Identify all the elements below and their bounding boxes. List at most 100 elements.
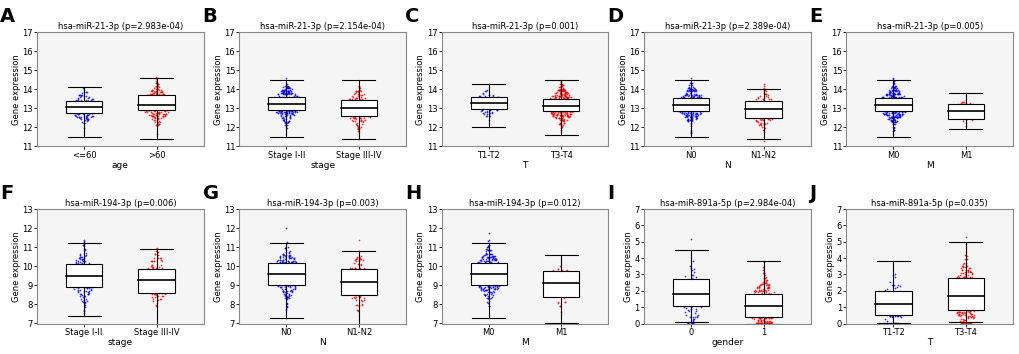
Point [749, 313, 765, 318]
Point [872, 307, 889, 313]
Point [892, 95, 908, 101]
Point [949, 312, 965, 318]
Point [362, 101, 378, 107]
Point [347, 289, 364, 295]
Point [675, 96, 691, 101]
Point [882, 309, 899, 315]
Point [69, 105, 86, 111]
Point [963, 294, 979, 299]
Point [278, 249, 294, 255]
Point [81, 260, 97, 266]
Point [681, 87, 697, 93]
Point [889, 96, 905, 102]
Point [148, 269, 164, 275]
Point [281, 248, 298, 253]
Point [466, 272, 482, 278]
Point [748, 313, 764, 318]
Point [963, 299, 979, 305]
Point [947, 290, 963, 296]
Point [553, 117, 570, 123]
Point [287, 100, 304, 106]
Point [763, 301, 780, 307]
Point [884, 84, 901, 90]
Point [479, 282, 495, 288]
Point [680, 85, 696, 90]
Point [480, 277, 496, 282]
Title: hsa-miR-194-3p (p=0.006): hsa-miR-194-3p (p=0.006) [64, 199, 176, 209]
Text: F: F [0, 184, 13, 204]
Point [965, 312, 981, 318]
Point [968, 307, 984, 313]
Point [965, 289, 981, 295]
Point [947, 299, 963, 305]
Point [266, 98, 282, 104]
Point [556, 286, 573, 292]
Point [896, 102, 912, 108]
Point [952, 298, 968, 303]
Point [281, 255, 298, 261]
Point [669, 102, 686, 107]
Point [352, 116, 368, 121]
Point [71, 103, 88, 108]
Point [84, 265, 100, 271]
Point [951, 309, 967, 315]
Point [557, 89, 574, 95]
Point [473, 107, 489, 113]
Point [552, 88, 569, 94]
Point [682, 121, 698, 127]
Point [72, 254, 89, 260]
Point [959, 285, 975, 290]
Point [478, 258, 494, 264]
Point [146, 268, 162, 274]
Point [965, 283, 981, 289]
Point [768, 298, 785, 304]
Point [143, 259, 159, 264]
Point [286, 285, 303, 291]
Point [146, 105, 162, 110]
Point [351, 248, 367, 253]
Point [962, 301, 978, 307]
Point [553, 81, 570, 87]
Point [88, 263, 104, 269]
Point [139, 92, 155, 98]
Point [953, 266, 969, 271]
Point [963, 287, 979, 293]
Point [886, 295, 902, 301]
Point [748, 313, 764, 318]
Point [83, 271, 99, 277]
Point [768, 102, 785, 107]
Point [671, 98, 687, 103]
Point [471, 93, 487, 99]
Point [494, 268, 511, 274]
Point [468, 269, 484, 274]
Point [63, 277, 79, 282]
Point [755, 102, 771, 108]
Point [561, 269, 578, 275]
Point [489, 105, 505, 111]
Point [84, 267, 100, 273]
Point [690, 300, 706, 306]
Point [156, 112, 172, 117]
Point [682, 237, 698, 242]
Point [756, 291, 772, 297]
Point [488, 280, 504, 285]
Point [556, 90, 573, 95]
Point [874, 96, 891, 101]
Point [565, 283, 581, 289]
Point [693, 297, 709, 302]
Point [681, 105, 697, 111]
Point [86, 270, 102, 276]
Point [338, 272, 355, 278]
Point [351, 303, 367, 309]
Point [276, 97, 292, 103]
Point [81, 288, 97, 293]
Point [71, 263, 88, 269]
Point [274, 104, 290, 109]
Point [544, 108, 560, 113]
Point [685, 91, 701, 97]
Point [479, 295, 495, 301]
Point [344, 102, 361, 108]
Point [150, 110, 166, 115]
Text: D: D [606, 7, 623, 27]
Point [76, 304, 93, 309]
